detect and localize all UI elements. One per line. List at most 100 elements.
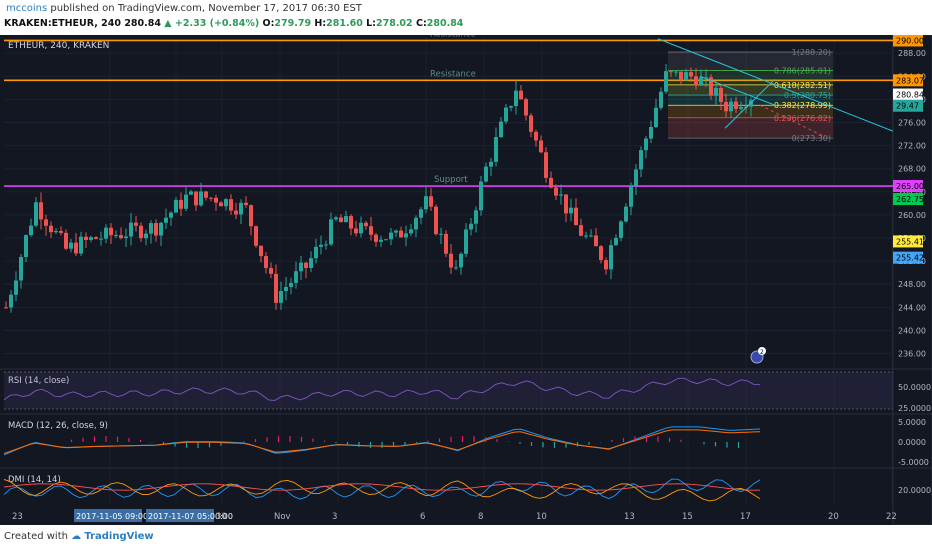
open-label: O: <box>262 18 275 29</box>
indicator-title: MACD (12, 26, close, 9) <box>8 421 108 431</box>
candle-body <box>34 202 38 226</box>
price-tag-text: 29.47 <box>896 102 919 111</box>
candle-body <box>504 107 508 122</box>
candle-body <box>94 237 98 239</box>
candle-body <box>224 199 228 207</box>
candle-body <box>394 230 398 233</box>
candle-body <box>244 202 248 206</box>
level-price-tag <box>893 74 923 87</box>
candle-body <box>309 258 313 269</box>
last-price: 280.84 <box>124 18 161 29</box>
candle-body <box>569 207 573 214</box>
candle-body <box>349 216 353 229</box>
x-tick-label: 3 <box>332 512 337 522</box>
candle-body <box>619 221 623 238</box>
candle-body <box>429 196 433 207</box>
candle-body <box>9 294 13 308</box>
candle-body <box>249 205 253 227</box>
price-tag <box>893 251 923 264</box>
candle-body <box>314 246 318 259</box>
chart-background <box>0 35 932 525</box>
indicator-title: DMI (14, 14) <box>8 475 61 485</box>
candle-body <box>54 230 58 233</box>
x-tick-label: 2017-11-05 09:00:00 <box>76 512 161 521</box>
low-label: L: <box>366 18 376 29</box>
chart-area[interactable]: ETHEUR, 240, KRAKEN288.00284.00280.00276… <box>0 35 932 525</box>
author-link[interactable]: mccoins <box>6 3 48 14</box>
candle-body <box>484 166 488 182</box>
candle-body <box>114 235 118 237</box>
candle-body <box>99 238 103 240</box>
y-tick-label: 236.00 <box>898 350 926 359</box>
candle-body <box>79 236 83 254</box>
dmi-plus-line <box>3 478 761 500</box>
candle-body <box>219 202 223 207</box>
price-tag <box>893 235 923 248</box>
candle-body <box>264 256 268 269</box>
candle-body <box>469 223 473 230</box>
candle-body <box>644 138 648 151</box>
candle-body <box>324 244 328 246</box>
open-value: 279.79 <box>274 18 312 29</box>
projection-line <box>759 104 826 138</box>
candle-body <box>44 219 48 226</box>
x-tick-label: 17 <box>740 512 751 522</box>
candle-body <box>414 217 418 230</box>
y-tick-label: 272.00 <box>898 142 926 151</box>
candle-body <box>664 71 668 92</box>
tradingview-cloud-icon: ☁ <box>71 531 82 542</box>
candle-body <box>89 237 93 240</box>
x-tick-label: 22 <box>886 512 897 522</box>
candle-body <box>184 194 188 209</box>
candle-body <box>199 191 203 206</box>
header-bar: mccoins published on TradingView.com, No… <box>0 0 932 35</box>
candle-body <box>679 71 683 81</box>
price-chart[interactable]: ETHEUR, 240, KRAKEN288.00284.00280.00276… <box>0 35 932 525</box>
candle-body <box>254 226 258 246</box>
candle-body <box>174 199 178 213</box>
fib-level-label: 0.786(285.01) <box>774 66 831 75</box>
candle-body <box>404 233 408 238</box>
candle-body <box>129 222 133 237</box>
x-tick-label: 6 <box>420 512 425 522</box>
x-tick-label: 2017-11-07 05:00:00 <box>148 512 233 521</box>
price-tag-text: 262.75 <box>896 195 924 204</box>
candle-body <box>594 235 598 247</box>
y-tick-label: 264.00 <box>898 188 926 197</box>
candle-body <box>624 206 628 222</box>
fib-level-label: 0.618(282.51) <box>774 81 831 90</box>
candle-body <box>339 217 343 223</box>
candle-body <box>739 106 743 109</box>
candle-body <box>674 71 678 73</box>
candle-body <box>384 239 388 241</box>
indicator-tick-label: 0.0000 <box>898 438 926 447</box>
candle-body <box>279 290 283 303</box>
candle-body <box>364 222 368 227</box>
candle-body <box>534 131 538 141</box>
tradingview-brand[interactable]: TradingView <box>84 531 154 542</box>
indicator-tick-label: 50.0000 <box>898 383 931 392</box>
candle-body <box>149 223 153 234</box>
candle-body <box>704 77 708 79</box>
indicator-tick-label: 20.0000 <box>898 486 931 495</box>
candle-body <box>719 88 723 102</box>
candle-body <box>104 227 108 239</box>
candle-body <box>584 235 588 237</box>
candle-body <box>274 273 278 303</box>
candle-body <box>29 225 33 236</box>
candle-body <box>464 229 468 254</box>
candle-body <box>319 244 323 247</box>
candle-body <box>409 229 413 234</box>
rsi-line <box>3 377 761 401</box>
rsi-band <box>4 372 893 409</box>
idea-marker-badge <box>758 347 766 355</box>
candle-body <box>519 90 523 100</box>
candle-body <box>39 202 43 220</box>
price-tag-text: 255.42 <box>896 254 924 263</box>
level-price-tag <box>893 35 923 47</box>
price-tag <box>893 193 923 206</box>
candle-body <box>234 210 238 215</box>
x-date-tag <box>74 509 142 522</box>
candle-body <box>304 262 308 269</box>
candle-body <box>399 230 403 238</box>
